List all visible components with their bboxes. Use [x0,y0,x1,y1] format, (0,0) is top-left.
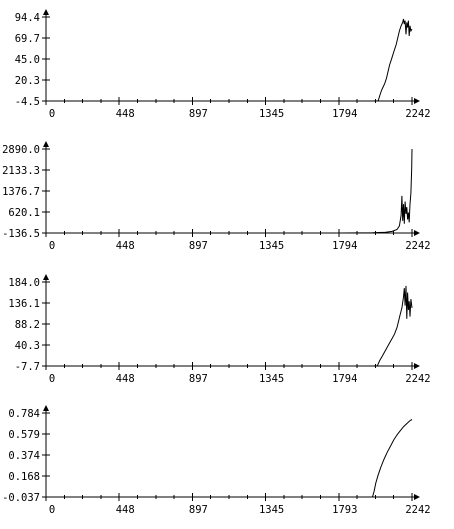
x-tick-label: 1794 [332,240,357,252]
x-tick-label: 1345 [259,240,284,252]
x-tick-label: 1794 [332,373,357,385]
y-tick-label: 45.0 [15,54,40,66]
y-tick-label: -4.5 [15,96,40,108]
y-axis-arrow-icon [43,9,49,15]
x-tick-label: 897 [189,504,208,516]
chart-panel-1: 94.4 69.7 45.0 20.3 -4.5 0 448 897 1345 1794 2242 [15,9,431,120]
x-tick-label: 0 [49,373,55,385]
y-tick-label: 0.374 [8,450,40,462]
y-tick-label: 2133.3 [2,165,40,177]
y-tick-label: 69.7 [15,33,40,45]
series-line-1 [46,285,413,367]
x-tick-label: 1345 [259,108,284,120]
x-tick-label: 0 [49,504,55,516]
x-tick-label: 1345 [259,373,284,385]
y-axis-arrow-icon [43,141,49,147]
x-axis-arrow-icon [414,230,420,236]
x-tick-label: 1794 [332,108,357,120]
x-axis-arrow-icon [414,363,420,369]
y-tick-label: 0.579 [8,429,40,441]
x-tick-label: 448 [116,240,135,252]
x-tick-label: 0 [49,108,55,120]
y-tick-label: 136.1 [8,298,40,310]
chart-panel-4: 0.784 0.579 0.374 0.168 -0.037 0 448 897 1345 179… [2,405,431,516]
y-axis-arrow-icon [43,274,49,280]
y-tick-label: 94.4 [15,12,40,24]
x-tick-label: 0 [49,240,55,252]
x-tick-label: 2242 [405,504,430,516]
y-tick-label: 0.168 [8,471,40,483]
y-tick-label: 20.3 [15,75,40,87]
x-tick-label: 448 [116,504,135,516]
y-tick-label: -0.037 [2,492,40,504]
y-tick-label: 620.1 [8,207,40,219]
x-axis-arrow-icon [414,494,420,500]
x-tick-label: 2242 [405,373,430,385]
y-tick-label: 88.2 [15,319,40,331]
y-axis-arrow-icon [43,405,49,411]
y-tick-label: -136.5 [2,228,40,240]
x-tick-label: 1345 [259,504,284,516]
y-tick-label: -7.7 [15,361,40,373]
series-line-1 [46,18,413,102]
x-axis-arrow-icon [414,98,420,104]
y-tick-label: 184.0 [8,277,40,289]
chart-panel-2: 2890.0 2133.3 1376.7 620.1 -136.5 0 448 897 1345… [2,141,431,252]
series-line-1 [46,419,413,498]
x-tick-label: 2242 [405,108,430,120]
y-tick-label: 2890.0 [2,144,40,156]
x-tick-label: 2242 [405,240,430,252]
x-tick-label: 448 [116,373,135,385]
chart-panel-3: 184.0 136.1 88.2 40.3 -7.7 0 448 897 1345 1794 224… [8,274,431,385]
x-tick-label: 897 [189,373,208,385]
y-tick-label: 40.3 [15,340,40,352]
y-tick-label: 0.784 [8,408,40,420]
y-tick-label: 1376.7 [2,186,40,198]
x-tick-label: 897 [189,108,208,120]
x-tick-label: 1793 [332,504,357,516]
x-tick-label: 897 [189,240,208,252]
series-line-1 [46,148,413,234]
x-tick-label: 448 [116,108,135,120]
